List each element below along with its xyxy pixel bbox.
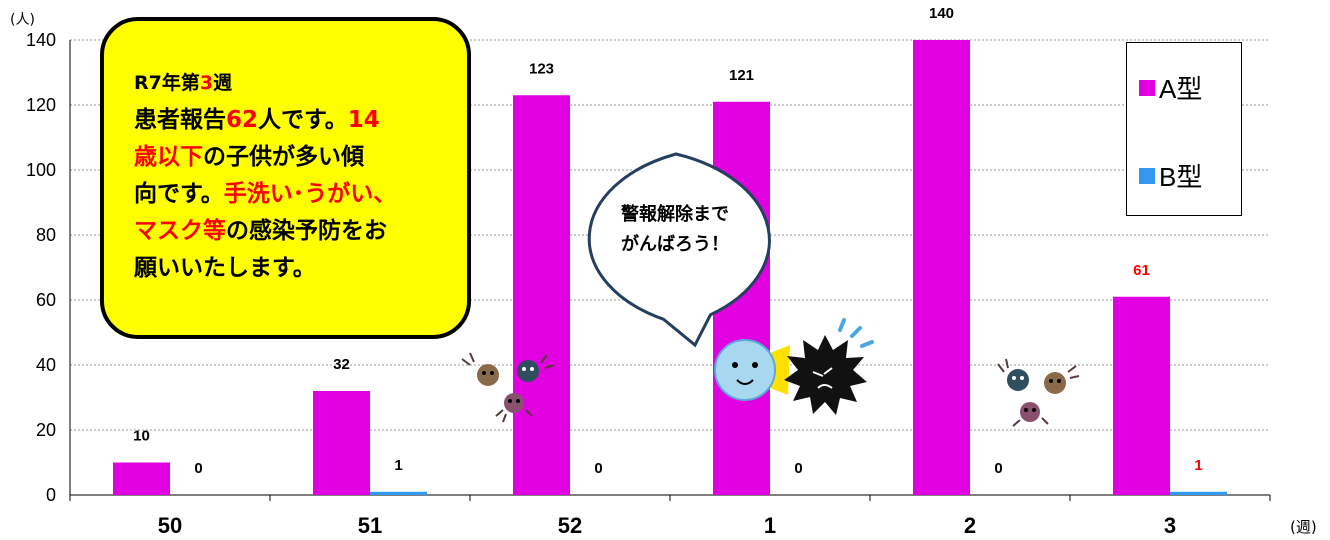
note-highlight: 62	[226, 107, 259, 133]
data-label: 61	[1133, 262, 1150, 279]
note-text: R7年第	[134, 72, 200, 94]
chart-legend: A型 B型	[1126, 42, 1242, 216]
announcement-note: R7年第3週 患者報告62人です。14 歳以下の子供が多い傾 向です。手洗い･う…	[100, 17, 471, 339]
legend-item-a: A型	[1139, 69, 1202, 106]
y-tick-label: 60	[36, 290, 56, 310]
y-axis-unit-label: (人)	[10, 12, 35, 28]
y-tick-label: 20	[36, 420, 56, 440]
data-label: 0	[994, 460, 1002, 477]
data-label: 32	[333, 356, 350, 373]
note-highlight: 手洗い･うがい、	[223, 181, 397, 207]
note-text: 患者報告	[134, 107, 226, 133]
x-tick-label: 50	[158, 513, 182, 538]
y-tick-label: 140	[26, 30, 56, 50]
note-text: の子供が多い傾	[203, 144, 364, 170]
x-tick-label: 2	[964, 513, 976, 538]
legend-label-a: A型	[1159, 74, 1203, 104]
x-axis: 50 51 52 1 2 3	[69, 494, 1271, 538]
bar-b	[370, 491, 427, 495]
x-tick-label: 3	[1164, 513, 1176, 538]
y-tick-label: 120	[26, 95, 56, 115]
x-tick-label: 1	[764, 513, 776, 538]
data-label: 123	[529, 60, 554, 77]
bars	[113, 40, 1227, 495]
spiky-germ	[784, 335, 867, 415]
bar-a	[113, 462, 170, 495]
bar-a	[513, 95, 570, 495]
speech-bubble	[587, 152, 771, 348]
note-highlight: 14	[347, 107, 380, 133]
data-label: 1	[1194, 457, 1202, 474]
note-text: 向です。	[134, 181, 224, 207]
legend-label-b: B型	[1159, 162, 1203, 192]
bar-b	[1170, 491, 1227, 495]
note-highlight: マスク等	[134, 218, 226, 244]
note-text: 願いいたします。	[134, 255, 316, 281]
data-label: 1	[394, 457, 402, 474]
fighting-germ-illustration	[714, 318, 874, 415]
legend-swatch-b	[1139, 167, 1155, 184]
bar-a	[1113, 296, 1170, 495]
data-label: 10	[133, 428, 150, 445]
y-axis: 0 20 40 60 80 100 120 140	[26, 30, 71, 505]
x-axis-unit-label: (週)	[1290, 518, 1317, 536]
note-text: の感染予防をお	[226, 218, 387, 244]
y-tick-label: 40	[36, 355, 56, 375]
note-text: 週	[213, 72, 233, 94]
data-label: 0	[194, 460, 202, 477]
data-label: 140	[929, 5, 954, 22]
legend-item-b: B型	[1139, 157, 1202, 194]
speech-bubble-text: 警報解除まで がんばろう！	[555, 200, 795, 260]
y-tick-label: 0	[46, 485, 56, 505]
y-tick-label: 80	[36, 225, 56, 245]
speech-bubble-line: がんばろう！	[621, 234, 729, 255]
data-label: 121	[729, 67, 754, 84]
speech-bubble-line: 警報解除まで	[621, 204, 729, 225]
data-label: 0	[794, 460, 802, 477]
legend-swatch-a	[1139, 79, 1155, 96]
x-tick-label: 51	[358, 513, 382, 538]
note-text: 人です。	[258, 107, 348, 133]
y-tick-label: 100	[26, 160, 56, 180]
x-tick-label: 52	[558, 513, 582, 538]
note-highlight: 3	[199, 72, 214, 94]
data-labels: 10 0 32 1 123 0 121 0 140 0 61 1	[133, 5, 1203, 477]
bar-a	[913, 40, 970, 495]
note-highlight: 歳以下	[134, 144, 203, 170]
germs-illustration-left	[461, 352, 555, 423]
bar-a	[313, 391, 370, 495]
germs-illustration-right	[997, 358, 1080, 427]
data-label: 0	[594, 460, 602, 477]
